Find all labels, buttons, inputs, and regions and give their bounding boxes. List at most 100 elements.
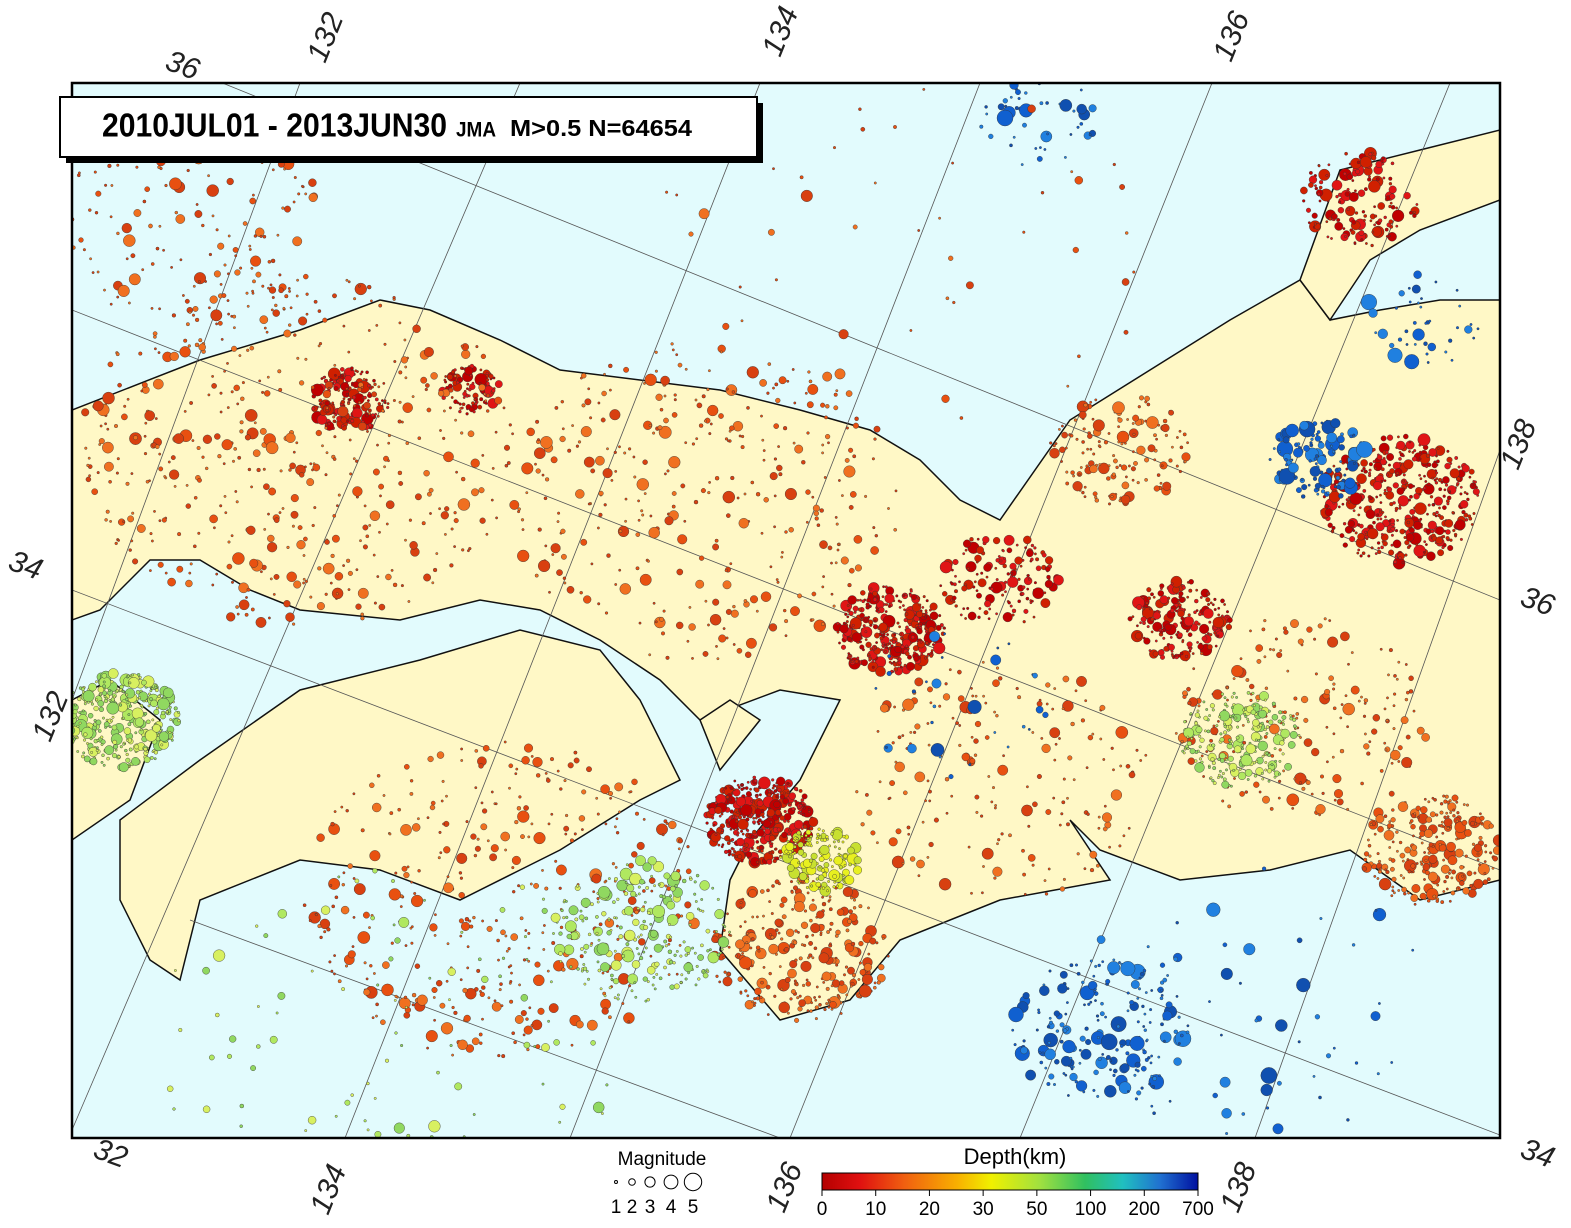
earthquake xyxy=(768,841,772,845)
earthquake xyxy=(534,447,546,460)
earthquake xyxy=(244,434,251,441)
earthquake xyxy=(259,427,267,435)
earthquake xyxy=(366,430,369,433)
earthquake xyxy=(164,183,168,188)
earthquake xyxy=(148,223,153,229)
earthquake xyxy=(1181,452,1191,462)
earthquake xyxy=(1426,551,1436,561)
earthquake xyxy=(827,998,831,1002)
earthquake xyxy=(244,612,249,617)
earthquake xyxy=(1305,207,1311,213)
earthquake xyxy=(1412,834,1415,838)
earthquake xyxy=(1200,754,1204,758)
earthquake xyxy=(798,789,803,793)
earthquake xyxy=(1303,717,1309,723)
earthquake xyxy=(1315,804,1326,815)
earthquake xyxy=(209,295,218,304)
earthquake xyxy=(1084,699,1088,703)
earthquake xyxy=(938,704,942,708)
earthquake xyxy=(299,380,305,386)
earthquake xyxy=(416,817,420,821)
earthquake xyxy=(1435,536,1444,545)
earthquake xyxy=(838,641,841,645)
earthquake xyxy=(676,568,684,576)
earthquake xyxy=(781,831,788,839)
earthquake xyxy=(284,294,289,299)
earthquake xyxy=(292,200,296,204)
earthquake xyxy=(441,779,445,783)
earthquake xyxy=(835,522,839,526)
earthquake xyxy=(961,752,970,762)
earthquake xyxy=(436,980,443,987)
earthquake xyxy=(643,381,646,385)
earthquake xyxy=(718,413,724,419)
earthquake xyxy=(925,655,929,658)
earthquake xyxy=(618,445,621,449)
earthquake xyxy=(108,479,112,484)
earthquake xyxy=(749,946,753,950)
earthquake xyxy=(614,469,618,473)
earthquake xyxy=(451,369,456,374)
earthquake xyxy=(96,471,100,475)
earthquake xyxy=(580,538,588,546)
earthquake xyxy=(269,283,273,287)
earthquake xyxy=(154,417,158,420)
earthquake xyxy=(1437,549,1445,557)
earthquake xyxy=(556,520,560,523)
earthquake xyxy=(1083,403,1088,408)
earthquake xyxy=(457,1039,468,1051)
earthquake xyxy=(1023,535,1032,545)
earthquake xyxy=(1373,875,1377,878)
earthquake xyxy=(1309,170,1313,175)
earthquake xyxy=(317,344,321,348)
earthquake xyxy=(1139,759,1143,762)
earthquake xyxy=(640,509,644,513)
earthquake xyxy=(766,808,776,817)
earthquake xyxy=(1223,603,1227,606)
earthquake xyxy=(755,947,767,960)
earthquake xyxy=(1420,806,1428,814)
earthquake xyxy=(402,402,413,413)
earthquake xyxy=(755,840,760,844)
earthquake xyxy=(776,464,783,472)
earthquake xyxy=(333,373,337,377)
earthquake xyxy=(1169,636,1173,639)
earthquake xyxy=(1427,503,1431,507)
earthquake xyxy=(380,1019,386,1026)
earthquake xyxy=(732,643,736,646)
earthquake xyxy=(245,596,248,599)
earthquake xyxy=(791,368,795,371)
earthquake xyxy=(1465,492,1469,496)
earthquake xyxy=(1409,494,1413,499)
earthquake xyxy=(1187,757,1196,765)
earthquake xyxy=(736,783,740,787)
earthquake xyxy=(106,701,120,715)
earthquake xyxy=(1225,623,1233,631)
earthquake xyxy=(1053,687,1057,690)
earthquake xyxy=(77,696,82,702)
earthquake xyxy=(1064,446,1068,450)
earthquake xyxy=(753,996,757,1001)
earthquake xyxy=(1388,519,1392,523)
earthquake xyxy=(381,409,385,413)
earthquake xyxy=(769,472,778,481)
earthquake xyxy=(536,773,541,778)
earthquake xyxy=(1094,398,1098,402)
earthquake xyxy=(1175,464,1179,468)
earthquake xyxy=(303,465,307,469)
earthquake xyxy=(812,504,820,512)
earthquake xyxy=(611,862,615,866)
earthquake xyxy=(1308,182,1314,188)
earthquake xyxy=(784,619,789,624)
earthquake xyxy=(1311,212,1318,219)
earthquake xyxy=(774,809,782,816)
earthquake xyxy=(871,457,875,461)
earthquake xyxy=(1445,887,1449,891)
earthquake xyxy=(829,928,832,931)
earthquake xyxy=(292,622,296,626)
earthquake xyxy=(884,643,888,647)
earthquake xyxy=(873,624,879,630)
earthquake xyxy=(893,528,898,532)
earthquake xyxy=(891,855,905,869)
earthquake xyxy=(977,578,987,588)
